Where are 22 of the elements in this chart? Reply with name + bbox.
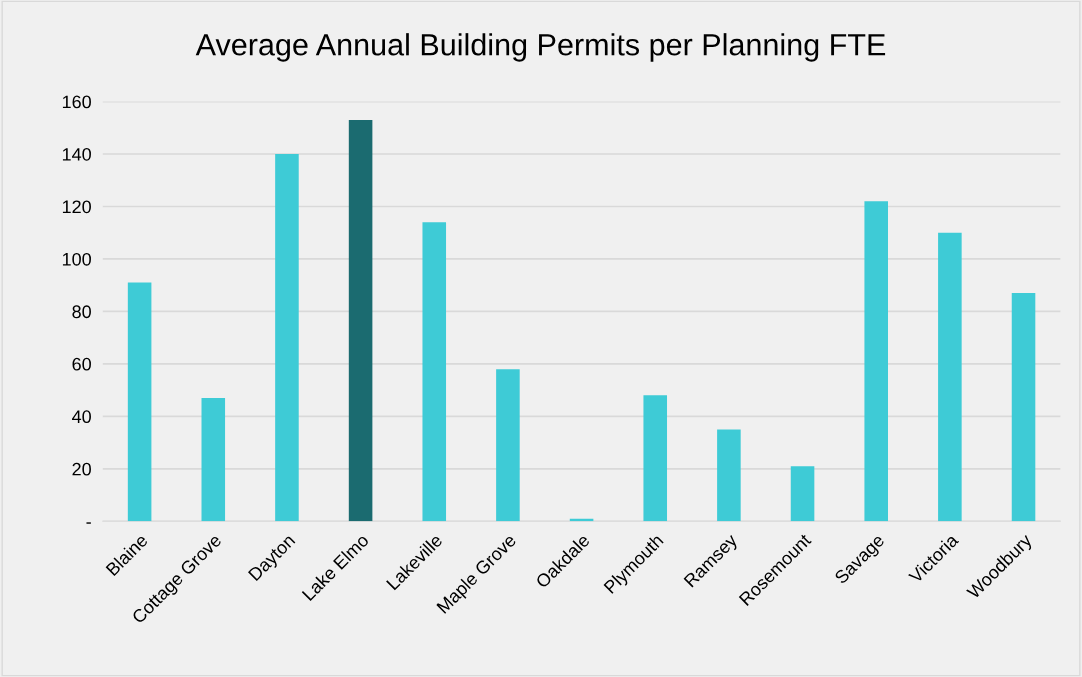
y-tick-label: - (86, 522, 91, 524)
bar (422, 222, 447, 522)
bar (127, 282, 152, 522)
y-tick-label: 60 (72, 357, 91, 371)
y-tick-label: 80 (72, 305, 91, 319)
y-tick-label: 120 (62, 200, 91, 214)
bar (643, 395, 668, 522)
bar (496, 369, 520, 522)
bar (790, 466, 815, 522)
bar (938, 232, 962, 522)
y-tick-label: 40 (72, 410, 91, 424)
y-tick-label: 140 (62, 147, 91, 161)
bar (348, 119, 373, 522)
y-tick-label: 160 (62, 95, 91, 109)
bar (717, 429, 741, 522)
bar (864, 201, 888, 522)
y-tick-label: 20 (72, 462, 91, 476)
y-tick-label: 100 (62, 252, 91, 266)
bar (275, 154, 299, 522)
chart-title: Average Annual Building Permits per Planning FTE (195, 33, 886, 62)
bar (1011, 293, 1036, 522)
bar (201, 397, 226, 522)
